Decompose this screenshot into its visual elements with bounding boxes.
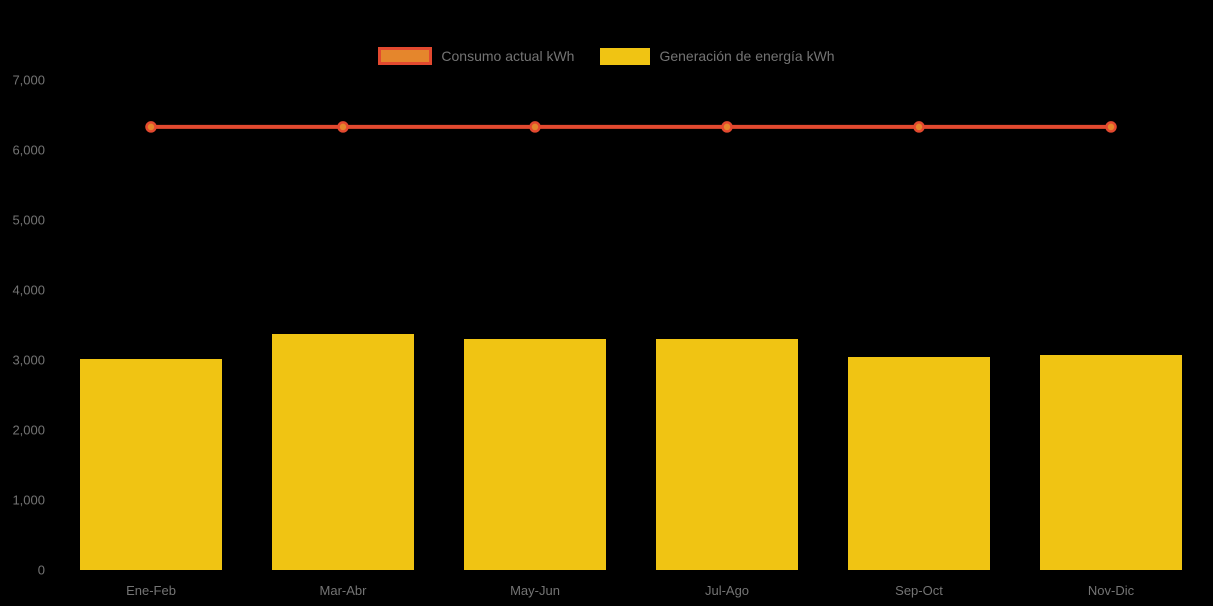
y-axis-tick-label: 7,000	[12, 72, 45, 88]
legend-label: Consumo actual kWh	[441, 48, 575, 64]
legend-label: Generación de energía kWh	[659, 48, 835, 64]
y-axis-tick-label: 0	[37, 562, 45, 578]
consumption-point-marker[interactable]	[1105, 121, 1117, 133]
consumption-point-marker[interactable]	[721, 121, 733, 133]
x-axis-category-label: Nov-Dic	[1087, 583, 1135, 598]
bar-series-swatch	[600, 47, 651, 65]
x-axis-category-label: Ene-Feb	[126, 583, 176, 598]
x-axis-category-label: Mar-Abr	[319, 583, 367, 598]
consumption-point-marker[interactable]	[529, 121, 541, 133]
x-axis-category-label: May-Jun	[510, 583, 560, 598]
generation-bar[interactable]	[1040, 355, 1182, 570]
generation-bar[interactable]	[80, 358, 222, 570]
y-axis-tick-label: 5,000	[12, 212, 45, 228]
legend-item-consumo[interactable]: Consumo actual kWh	[378, 47, 574, 65]
generation-bar[interactable]	[464, 338, 606, 570]
y-axis-tick-label: 2,000	[12, 422, 45, 438]
y-axis-tick-label: 4,000	[12, 282, 45, 298]
line-series-swatch	[378, 47, 433, 65]
consumption-point-marker[interactable]	[337, 121, 349, 133]
generation-bar[interactable]	[656, 339, 798, 570]
generation-bar[interactable]	[272, 334, 414, 570]
y-axis-tick-label: 6,000	[12, 142, 45, 158]
chart-legend: Consumo actual kWh Generación de energía …	[0, 47, 1213, 65]
y-axis-tick-label: 3,000	[12, 352, 45, 368]
consumption-point-marker[interactable]	[913, 121, 925, 133]
x-axis-category-label: Sep-Oct	[895, 583, 943, 598]
y-axis-tick-label: 1,000	[12, 492, 45, 508]
generation-bar[interactable]	[848, 356, 990, 570]
legend-item-generacion[interactable]: Generación de energía kWh	[600, 47, 835, 65]
consumption-point-marker[interactable]	[145, 121, 157, 133]
x-axis-category-label: Jul-Ago	[704, 583, 750, 598]
